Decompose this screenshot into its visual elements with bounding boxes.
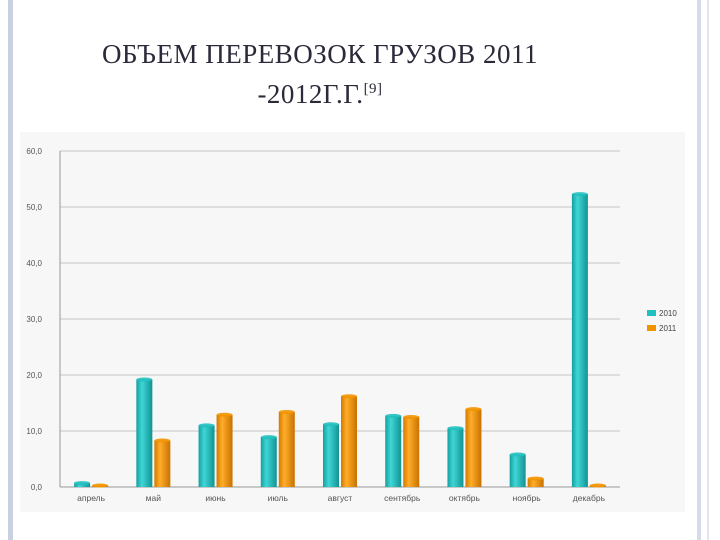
x-category-label: сентябрь: [384, 493, 421, 503]
legend-swatch-2011: [647, 325, 656, 331]
legend-label-2010: 2010: [659, 309, 677, 318]
bar-cap: [385, 413, 402, 418]
left-decor-rule: [8, 0, 13, 540]
x-category-label: октябрь: [449, 493, 481, 503]
bar-cap: [509, 452, 526, 457]
bar-cap: [136, 377, 153, 382]
bar-2010-ноябрь: [509, 454, 526, 487]
bar-cap: [198, 423, 215, 428]
bar-cap: [323, 422, 339, 427]
title-line-1: ОБЪЕМ ПЕРЕВОЗОК ГРУЗОВ 2011: [101, 39, 539, 69]
right-decor-rule-thin: [707, 0, 709, 540]
y-tick-label: 0,0: [31, 483, 43, 492]
bar-cap: [447, 426, 464, 431]
x-category-label: декабрь: [573, 493, 606, 503]
bar-2011-октябрь: [465, 409, 482, 487]
bar-2010-июнь: [198, 425, 215, 487]
bar-cap: [154, 438, 171, 443]
bar-cap: [74, 481, 91, 486]
bar-2011-июль: [278, 411, 295, 487]
x-category-label: апрель: [77, 493, 105, 503]
bar-cap: [465, 407, 482, 412]
bar-2010-май: [136, 379, 153, 487]
y-tick-label: 10,0: [26, 427, 42, 436]
legend-swatch-2010: [647, 310, 656, 316]
title-reference: [9]: [363, 81, 383, 97]
title-line-2: -2012Г.Г.[9]: [20, 74, 620, 114]
bar-cap: [527, 476, 544, 481]
bar-2010-июль: [260, 437, 277, 487]
bar-2010-август: [323, 424, 339, 487]
bar-cap: [260, 435, 277, 440]
bar-cap: [571, 192, 588, 197]
bar-2011-ноябрь: [527, 478, 544, 487]
bar-2010-сентябрь: [385, 415, 402, 487]
bar-cap: [278, 409, 295, 414]
right-decor-rule: [697, 0, 701, 540]
bar-2011-май: [154, 440, 171, 487]
bar-cap: [589, 483, 606, 488]
bar-2011-июнь: [216, 414, 233, 487]
bar-2010-декабрь: [571, 194, 588, 487]
bar-2011-сентябрь: [403, 417, 420, 487]
bar-chart: 0,0 10,0 20,0 30,0 40,0 50,0 60,0 апрель май июнь…: [26, 147, 677, 503]
x-category-label: май: [146, 493, 162, 503]
y-tick-label: 20,0: [26, 371, 42, 380]
x-category-label: июнь: [205, 493, 226, 503]
slide-title: ОБЪЕМ ПЕРЕВОЗОК ГРУЗОВ 2011 -2012Г.Г.[9]: [20, 34, 620, 114]
bar-2010-октябрь: [447, 428, 464, 487]
x-category-label: ноябрь: [513, 493, 542, 503]
bar-cap: [216, 412, 233, 417]
y-tick-label: 30,0: [26, 315, 42, 324]
x-category-label: июль: [268, 493, 289, 503]
bar-cap: [341, 394, 357, 399]
title-line-2-text: -2012Г.Г.: [257, 79, 364, 109]
chart-panel: 0,0 10,0 20,0 30,0 40,0 50,0 60,0 апрель май июнь…: [20, 132, 685, 512]
x-category-label: август: [328, 493, 353, 503]
y-tick-label: 60,0: [26, 147, 42, 156]
y-tick-label: 50,0: [26, 203, 42, 212]
bar-2011-август: [341, 396, 357, 487]
legend-label-2011: 2011: [659, 324, 677, 333]
bar-cap: [92, 483, 109, 488]
bar-cap: [403, 415, 420, 419]
y-tick-label: 40,0: [26, 259, 42, 268]
